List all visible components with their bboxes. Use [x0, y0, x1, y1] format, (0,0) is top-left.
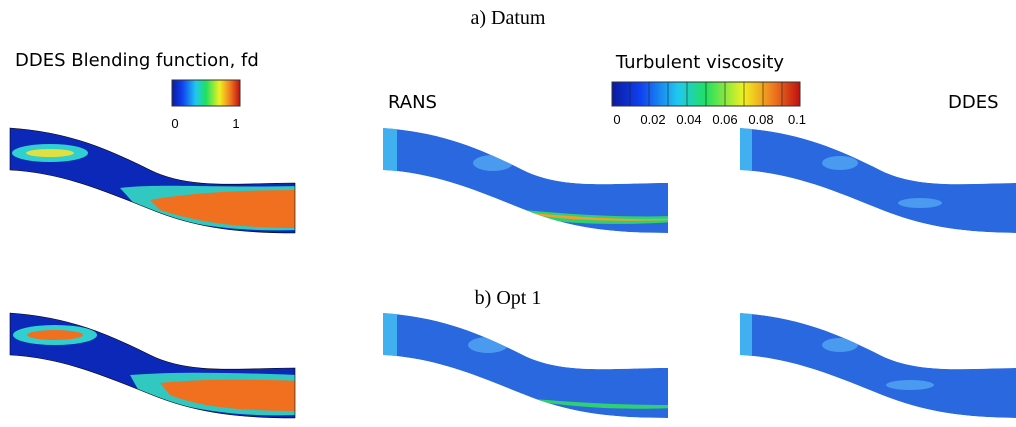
contour-ddes [740, 128, 1016, 233]
colorbar-divisions [629, 82, 783, 106]
contour-blending [9, 312, 296, 419]
legend-title: DDES Blending function, fd [15, 50, 259, 71]
contour-rans [383, 128, 668, 233]
column-label: RANS [388, 92, 437, 113]
colorbar-tick: 0.04 [676, 112, 701, 127]
colorbar-tick: 0.02 [640, 112, 665, 127]
colorbar-tick: 0 [171, 116, 178, 131]
row-title: b) Opt 1 [475, 287, 542, 309]
contour-rans [383, 313, 668, 418]
contour-blending [9, 127, 296, 234]
colorbar-tick: 0.06 [712, 112, 737, 127]
colorbar-tick: 0 [613, 112, 620, 127]
colorbar-tick: 1 [232, 116, 239, 131]
colorbar-tick: 0.1 [788, 112, 806, 127]
colorbar-tick: 0.08 [748, 112, 773, 127]
colorbar [171, 79, 241, 107]
contour-ddes [740, 313, 1016, 418]
row-title: a) Datum [471, 7, 546, 29]
column-label: DDES [948, 92, 999, 113]
legend-title: Turbulent viscosity [615, 52, 785, 73]
